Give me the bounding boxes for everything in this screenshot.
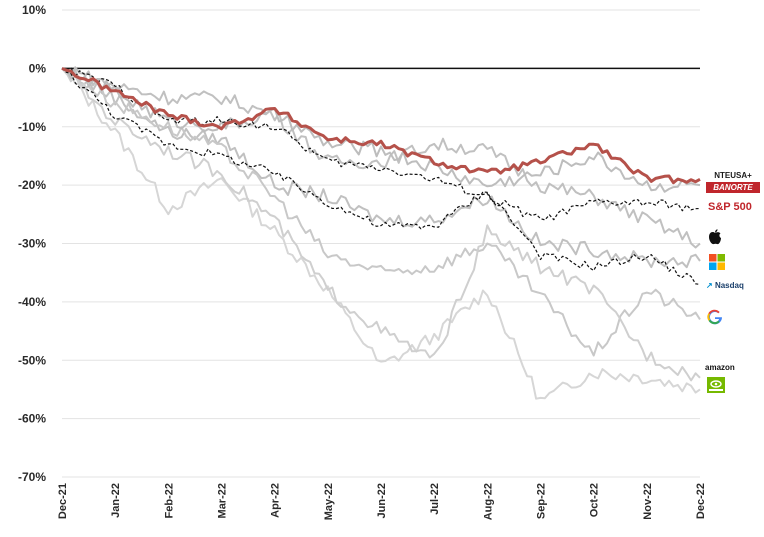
y-tick-label: 10% — [22, 3, 46, 17]
y-tick-label: -20% — [18, 178, 46, 192]
x-tick-label: Jul-22 — [429, 483, 441, 515]
series-line-black-dash — [61, 67, 701, 285]
nvidia-icon — [707, 377, 725, 393]
series-line-gray-light — [61, 66, 701, 193]
legend-amazon-label: amazon — [705, 363, 735, 372]
x-tick-label: Dec-22 — [695, 483, 707, 519]
x-tick-label: Nov-22 — [642, 483, 654, 520]
microsoft-icon — [709, 254, 725, 270]
series-line-gray-faint — [61, 67, 701, 400]
x-tick-label: May-22 — [323, 483, 335, 520]
y-tick-label: -30% — [18, 237, 46, 251]
legend-nteusa-label: NTEUSA+ — [714, 171, 752, 180]
x-tick-label: Aug-22 — [482, 483, 494, 520]
series-line-gray — [61, 67, 701, 249]
x-tick-label: Apr-22 — [270, 483, 282, 518]
google-icon — [707, 309, 723, 325]
series-line-black-dash — [61, 66, 701, 221]
x-tick-label: Dec-21 — [57, 483, 69, 519]
x-axis-ticks: Dec-21 Jan-22 Feb-22 Mar-22 Apr-22 May-22 Jun-… — [57, 483, 707, 520]
x-tick-label: Oct-22 — [589, 483, 601, 517]
series-line-gray — [61, 67, 701, 269]
apple-icon — [708, 229, 722, 245]
x-tick-label: Mar-22 — [217, 483, 229, 518]
legend-nasdaq-label: ↗ Nasdaq — [706, 281, 744, 290]
legend-banorte-logo: BANORTE — [706, 182, 760, 193]
grid-lines — [62, 9, 700, 478]
y-tick-label: 0% — [29, 61, 47, 75]
y-tick-label: -60% — [18, 412, 46, 426]
y-axis-ticks: 10% 0% -10% -20% -30% -40% -50% -60% -70% — [18, 3, 46, 484]
y-tick-label: -50% — [18, 353, 46, 367]
series-line-gray — [61, 67, 701, 357]
y-tick-label: -10% — [18, 120, 46, 134]
series-line-gray — [61, 67, 701, 382]
legend-sp500-label: S&P 500 — [708, 201, 752, 213]
series-line-red-thick — [61, 67, 701, 185]
x-tick-label: Sep-22 — [536, 483, 548, 519]
y-tick-label: -70% — [18, 470, 46, 484]
x-tick-label: Jan-22 — [110, 483, 122, 518]
nasdaq-text: Nasdaq — [714, 281, 744, 290]
x-tick-label: Jun-22 — [376, 483, 388, 518]
series-lines — [61, 66, 701, 400]
x-tick-label: Feb-22 — [163, 483, 175, 518]
y-tick-label: -40% — [18, 295, 46, 309]
